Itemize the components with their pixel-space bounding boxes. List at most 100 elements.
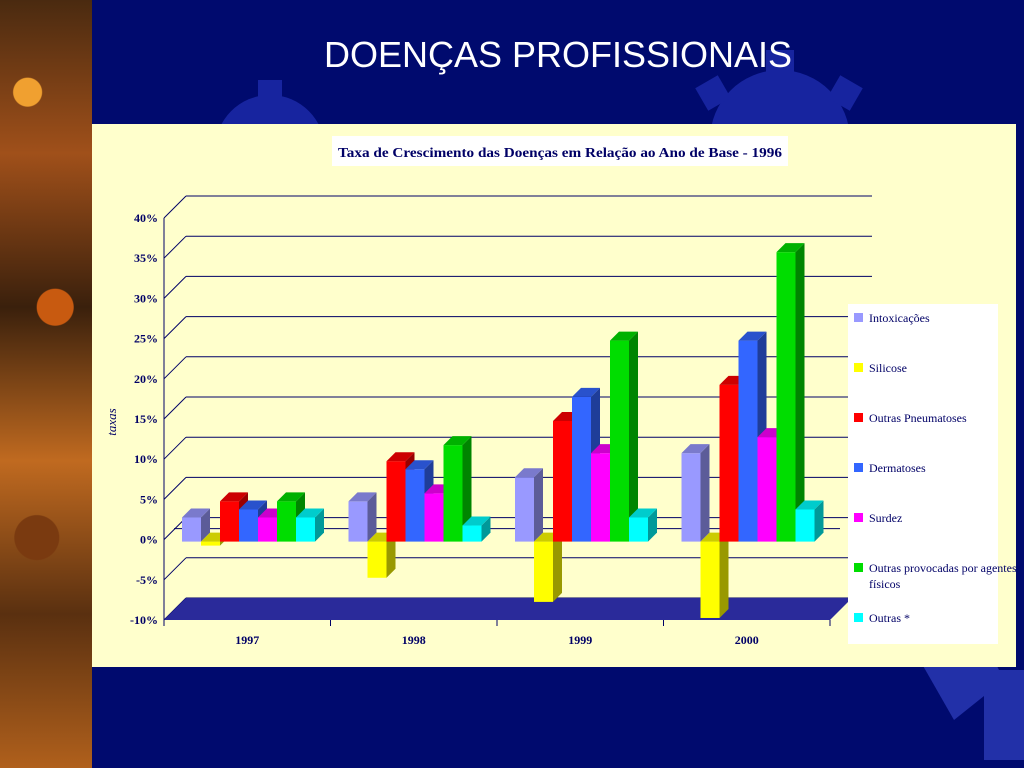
bar-front bbox=[348, 501, 368, 542]
y-tick-label: 40% bbox=[134, 211, 158, 225]
bar-front bbox=[201, 541, 220, 546]
bar-front bbox=[182, 517, 201, 542]
bar-front bbox=[239, 509, 258, 542]
bar-front bbox=[443, 445, 463, 542]
bar-side bbox=[629, 331, 638, 542]
gridline-connector bbox=[163, 356, 187, 380]
bar-top bbox=[348, 492, 377, 502]
bar-side bbox=[481, 516, 491, 542]
decorative-left-strip bbox=[0, 0, 92, 768]
bar-front bbox=[553, 421, 572, 542]
legend-label: Intoxicações bbox=[869, 311, 930, 325]
bar-top bbox=[681, 444, 710, 454]
bar-front bbox=[795, 509, 815, 542]
legend-label: Dermatoses bbox=[869, 461, 926, 475]
bar bbox=[348, 492, 377, 542]
x-tick-label: 2000 bbox=[735, 633, 759, 647]
bar-side bbox=[534, 468, 543, 542]
bar bbox=[182, 508, 210, 542]
bar bbox=[629, 508, 657, 542]
legend-swatch bbox=[854, 463, 863, 472]
y-tick-label: 5% bbox=[140, 492, 158, 506]
bar-front bbox=[681, 453, 701, 542]
legend-swatch bbox=[854, 363, 863, 372]
bar-side bbox=[462, 436, 472, 542]
bar-top bbox=[182, 508, 210, 518]
bar-top bbox=[220, 492, 248, 502]
bar bbox=[795, 500, 824, 542]
bar bbox=[367, 532, 396, 578]
bar-top bbox=[515, 468, 543, 478]
bar-side bbox=[795, 243, 805, 542]
bar-side bbox=[648, 508, 657, 542]
legend-swatch bbox=[854, 613, 863, 622]
gridline-connector bbox=[163, 276, 187, 299]
gridline-connector bbox=[163, 477, 187, 500]
bar bbox=[776, 243, 805, 542]
bar-top bbox=[296, 508, 324, 518]
legend-label: Outras provocadas por agentes físicos bbox=[869, 561, 1016, 591]
bar-front bbox=[591, 453, 610, 542]
bar bbox=[700, 532, 729, 618]
bar-front bbox=[515, 477, 534, 542]
legend-swatch bbox=[854, 413, 863, 422]
legend-label: Silicose bbox=[869, 361, 907, 375]
bar-front bbox=[776, 252, 796, 542]
bar bbox=[610, 331, 638, 542]
bar bbox=[462, 516, 491, 542]
bar bbox=[515, 468, 543, 542]
bar-top bbox=[738, 331, 767, 341]
bar-chart: Taxa de Crescimento das Doenças em Relaç… bbox=[104, 136, 1016, 647]
gridline-connector bbox=[163, 396, 187, 420]
bar-side bbox=[719, 532, 729, 618]
bar-top bbox=[462, 516, 491, 526]
bar-top bbox=[239, 500, 267, 510]
bar-side bbox=[201, 508, 210, 542]
bar-front bbox=[462, 525, 482, 542]
chart-title-box bbox=[332, 136, 788, 166]
x-tick-label: 1999 bbox=[568, 633, 592, 647]
bar-front bbox=[700, 541, 720, 618]
gridline-connector bbox=[163, 195, 187, 219]
bar-side bbox=[814, 500, 824, 542]
bar-top bbox=[277, 492, 305, 502]
y-tick-label: 30% bbox=[134, 291, 158, 305]
gridline-connector bbox=[163, 235, 187, 259]
bar-side bbox=[386, 532, 396, 578]
bar-top bbox=[795, 500, 824, 510]
y-tick-label: 10% bbox=[134, 452, 158, 466]
bar bbox=[443, 436, 472, 542]
y-tick-label: 20% bbox=[134, 372, 158, 386]
bar-side bbox=[553, 532, 562, 602]
x-tick-label: 1997 bbox=[235, 633, 259, 647]
gridline-connector bbox=[163, 436, 187, 460]
bar-front bbox=[367, 541, 387, 578]
gridline-connector bbox=[163, 316, 187, 339]
bar-top bbox=[629, 508, 657, 518]
y-axis-label: taxas bbox=[104, 408, 119, 435]
y-tick-label: 25% bbox=[134, 332, 158, 346]
bar-front bbox=[719, 384, 739, 542]
bar-side bbox=[367, 492, 377, 542]
bar-front bbox=[738, 340, 758, 542]
chart-panel: Taxa de Crescimento das Doenças em Relaç… bbox=[92, 124, 1016, 667]
legend-swatch bbox=[854, 313, 863, 322]
bar bbox=[296, 508, 324, 542]
bar-side bbox=[700, 444, 710, 542]
legend-label: Outras Pneumatoses bbox=[869, 411, 967, 425]
y-tick-label: 35% bbox=[134, 251, 158, 265]
bar-front bbox=[296, 517, 315, 542]
bar-top bbox=[572, 387, 600, 397]
bar-top bbox=[405, 460, 434, 470]
bar-side bbox=[315, 508, 324, 542]
page-title: DOENÇAS PROFISSIONAIS bbox=[323, 34, 793, 75]
bar-top bbox=[443, 436, 472, 446]
legend-box bbox=[848, 304, 998, 644]
bar-top bbox=[776, 243, 805, 253]
bar-front bbox=[424, 493, 444, 542]
chart-floor bbox=[164, 598, 852, 620]
bar-front bbox=[386, 461, 406, 542]
bar-top bbox=[386, 452, 415, 462]
x-tick-label: 1998 bbox=[402, 633, 426, 647]
chart-title: Taxa de Crescimento das Doenças em Relaç… bbox=[338, 146, 782, 161]
